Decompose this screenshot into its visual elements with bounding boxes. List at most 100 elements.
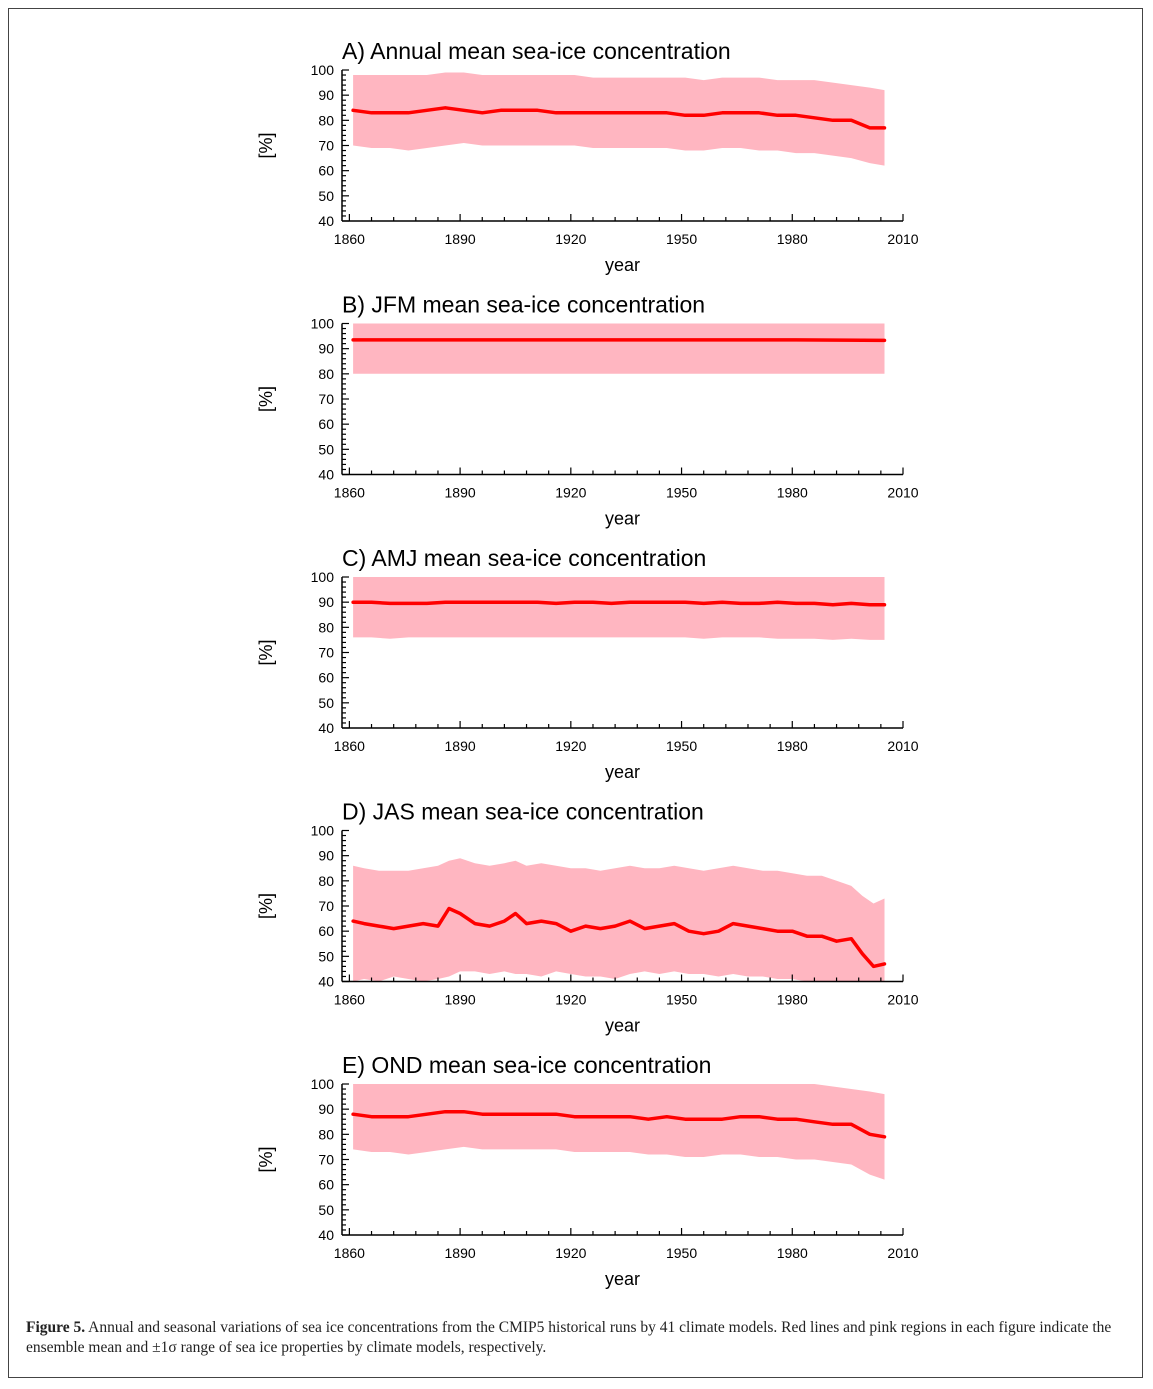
x-tick-label: 1920: [555, 485, 586, 501]
chart-title: A) Annual mean sea-ice concentration: [342, 38, 731, 64]
figure-caption: Figure 5. Annual and seasonal variations…: [26, 1318, 1126, 1358]
x-tick-label: 1860: [334, 485, 365, 501]
chart-panel-1: A) Annual mean sea-ice concentration 40 50…: [256, 38, 919, 275]
y-tick-label: 100: [311, 569, 335, 585]
y-tick-label: 50: [318, 948, 334, 964]
x-tick-label: 1950: [666, 1245, 697, 1261]
y-tick-label: 60: [318, 670, 334, 686]
chart-title: D) JAS mean sea-ice concentration: [342, 799, 704, 825]
y-tick-label: 100: [311, 823, 335, 839]
y-tick-label: 70: [318, 898, 334, 914]
chart-panel-5: E) OND mean sea-ice concentration 40 50 60 7…: [256, 1052, 919, 1289]
y-tick-label: 50: [318, 1202, 334, 1218]
x-tick-label: 1890: [445, 485, 476, 501]
chart-title: C) AMJ mean sea-ice concentration: [342, 545, 706, 571]
x-tick-label: 1920: [555, 231, 586, 247]
y-tick-label: 50: [318, 441, 334, 457]
y-tick-label: 70: [318, 138, 334, 154]
y-tick-label: 80: [318, 1126, 334, 1142]
x-tick-label: 1890: [445, 738, 476, 754]
x-tick-label: 1980: [777, 485, 808, 501]
std-band: [353, 72, 885, 166]
y-tick-label: 90: [318, 87, 334, 103]
y-tick-label: 40: [318, 467, 334, 483]
x-tick-label: 1980: [777, 231, 808, 247]
figure-frame: [8, 8, 1143, 1378]
y-tick-label: 90: [318, 1101, 334, 1117]
y-tick-label: 100: [311, 1076, 335, 1092]
y-tick-label: 60: [318, 923, 334, 939]
x-axis-label: year: [605, 762, 640, 782]
figure-plots: A) Annual mean sea-ice concentration 40 50…: [256, 38, 919, 1289]
y-axis-label: [%]: [256, 639, 276, 665]
y-tick-label: 70: [318, 645, 334, 661]
mean-line: [351, 600, 887, 607]
std-band: [353, 323, 885, 374]
y-tick-label: 60: [318, 163, 334, 179]
chart-panel-4: D) JAS mean sea-ice concentration 40 50 60 7…: [256, 799, 919, 1036]
x-tick-label: 1950: [666, 231, 697, 247]
x-tick-label: 1980: [777, 1245, 808, 1261]
y-tick-label: 50: [318, 695, 334, 711]
chart-panel-2: B) JFM mean sea-ice concentration 40 50 60 7…: [256, 292, 919, 529]
x-tick-label: 1980: [777, 738, 808, 754]
y-tick-label: 80: [318, 366, 334, 382]
y-tick-label: 90: [318, 848, 334, 864]
y-tick-label: 40: [318, 720, 334, 736]
x-tick-label: 1980: [777, 992, 808, 1008]
mean-line: [351, 906, 887, 969]
y-tick-label: 40: [318, 213, 334, 229]
mean-line: [351, 106, 887, 130]
x-tick-label: 1890: [445, 231, 476, 247]
x-tick-label: 2010: [887, 231, 918, 247]
chart-title: E) OND mean sea-ice concentration: [342, 1052, 711, 1078]
x-tick-label: 2010: [887, 485, 918, 501]
chart-title: B) JFM mean sea-ice concentration: [342, 292, 705, 318]
y-tick-label: 100: [311, 316, 335, 332]
y-tick-label: 50: [318, 188, 334, 204]
y-tick-label: 70: [318, 391, 334, 407]
y-tick-label: 90: [318, 341, 334, 357]
x-tick-label: 1860: [334, 992, 365, 1008]
y-axis-label: [%]: [256, 386, 276, 412]
x-tick-label: 1950: [666, 738, 697, 754]
y-tick-label: 60: [318, 416, 334, 432]
x-tick-label: 2010: [887, 1245, 918, 1261]
y-tick-label: 60: [318, 1177, 334, 1193]
y-axis-label: [%]: [256, 132, 276, 158]
std-band: [353, 858, 885, 982]
y-tick-label: 70: [318, 1152, 334, 1168]
x-tick-label: 1950: [666, 485, 697, 501]
mean-line: [351, 338, 887, 343]
x-tick-label: 1860: [334, 231, 365, 247]
x-tick-label: 1890: [445, 1245, 476, 1261]
x-tick-label: 1890: [445, 992, 476, 1008]
std-band: [353, 577, 885, 640]
x-tick-label: 1950: [666, 992, 697, 1008]
y-tick-label: 90: [318, 594, 334, 610]
x-axis-label: year: [605, 1269, 640, 1289]
y-axis-label: [%]: [256, 893, 276, 919]
x-axis-label: year: [605, 509, 640, 529]
std-band: [353, 1084, 885, 1180]
x-tick-label: 2010: [887, 992, 918, 1008]
chart-panel-3: C) AMJ mean sea-ice concentration 40 50 60 7…: [256, 545, 919, 782]
caption-label: Figure 5.: [26, 1319, 86, 1336]
x-axis-label: year: [605, 1016, 640, 1036]
x-tick-label: 2010: [887, 738, 918, 754]
y-tick-label: 80: [318, 619, 334, 635]
x-tick-label: 1920: [555, 1245, 586, 1261]
y-tick-label: 100: [311, 62, 335, 78]
y-tick-label: 80: [318, 873, 334, 889]
x-tick-label: 1920: [555, 992, 586, 1008]
y-tick-label: 40: [318, 1227, 334, 1243]
x-axis-label: year: [605, 255, 640, 275]
y-axis-label: [%]: [256, 1146, 276, 1172]
caption-text: Annual and seasonal variations of sea ic…: [26, 1319, 1112, 1356]
mean-line: [351, 1109, 887, 1139]
x-tick-label: 1920: [555, 738, 586, 754]
y-tick-label: 40: [318, 974, 334, 990]
y-tick-label: 80: [318, 112, 334, 128]
x-tick-label: 1860: [334, 1245, 365, 1261]
x-tick-label: 1860: [334, 738, 365, 754]
